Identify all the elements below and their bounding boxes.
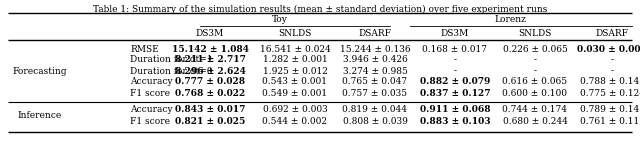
Text: F1 score: F1 score [130, 89, 170, 97]
Text: 15.142 ± 1.084: 15.142 ± 1.084 [172, 45, 248, 53]
Text: 0.549 ± 0.001: 0.549 ± 0.001 [262, 89, 328, 97]
Text: -: - [534, 56, 536, 64]
Text: 0.692 ± 0.003: 0.692 ± 0.003 [262, 105, 328, 114]
Text: 0.616 ± 0.065: 0.616 ± 0.065 [502, 78, 568, 86]
Text: 3.274 ± 0.985: 3.274 ± 0.985 [342, 67, 408, 75]
Text: 0.788 ± 0.143: 0.788 ± 0.143 [580, 78, 640, 86]
Text: DSARF: DSARF [358, 28, 392, 38]
Text: SNLDS: SNLDS [278, 28, 312, 38]
Text: F1 score: F1 score [130, 117, 170, 126]
Text: Duration for dt=0: Duration for dt=0 [130, 67, 212, 75]
Text: 0.819 ± 0.044: 0.819 ± 0.044 [342, 105, 408, 114]
Text: 0.757 ± 0.035: 0.757 ± 0.035 [342, 89, 408, 97]
Text: 0.911 ± 0.068: 0.911 ± 0.068 [420, 105, 490, 114]
Text: 15.244 ± 0.136: 15.244 ± 0.136 [340, 45, 410, 53]
Text: Duration for dt=1: Duration for dt=1 [130, 56, 212, 64]
Text: 0.789 ± 0.146: 0.789 ± 0.146 [579, 105, 640, 114]
Text: 1.925 ± 0.012: 1.925 ± 0.012 [262, 67, 328, 75]
Text: 0.808 ± 0.039: 0.808 ± 0.039 [342, 117, 408, 126]
Text: 0.744 ± 0.174: 0.744 ± 0.174 [502, 105, 568, 114]
Text: DS3M: DS3M [441, 28, 469, 38]
Text: 0.543 ± 0.001: 0.543 ± 0.001 [262, 78, 328, 86]
Text: 8.296 ± 2.624: 8.296 ± 2.624 [175, 67, 245, 75]
Text: 0.777 ± 0.028: 0.777 ± 0.028 [175, 78, 245, 86]
Text: 0.775 ± 0.124: 0.775 ± 0.124 [579, 89, 640, 97]
Text: 0.030 ± 0.000: 0.030 ± 0.000 [577, 45, 640, 53]
Text: Toy: Toy [272, 16, 288, 25]
Text: -: - [534, 67, 536, 75]
Text: Lorenz: Lorenz [494, 16, 526, 25]
Text: 0.600 ± 0.100: 0.600 ± 0.100 [502, 89, 568, 97]
Text: 0.837 ± 0.127: 0.837 ± 0.127 [420, 89, 490, 97]
Text: 0.761 ± 0.113: 0.761 ± 0.113 [580, 117, 640, 126]
Text: Accuracy: Accuracy [130, 105, 173, 114]
Text: Table 1: Summary of the simulation results (mean ± standard deviation) over five: Table 1: Summary of the simulation resul… [93, 5, 547, 14]
Text: 0.768 ± 0.022: 0.768 ± 0.022 [175, 89, 245, 97]
Text: -: - [611, 67, 614, 75]
Text: -: - [454, 67, 456, 75]
Text: RMSE: RMSE [130, 45, 159, 53]
Text: -: - [611, 56, 614, 64]
Text: 3.946 ± 0.426: 3.946 ± 0.426 [342, 56, 408, 64]
Text: Forecasting: Forecasting [13, 67, 67, 75]
Text: Accuracy: Accuracy [130, 78, 173, 86]
Text: SNLDS: SNLDS [518, 28, 552, 38]
Text: 0.765 ± 0.047: 0.765 ± 0.047 [342, 78, 408, 86]
Text: -: - [454, 56, 456, 64]
Text: 0.821 ± 0.025: 0.821 ± 0.025 [175, 117, 245, 126]
Text: 0.680 ± 0.244: 0.680 ± 0.244 [502, 117, 568, 126]
Text: Inference: Inference [18, 111, 62, 120]
Text: 0.843 ± 0.017: 0.843 ± 0.017 [175, 105, 245, 114]
Text: 0.544 ± 0.002: 0.544 ± 0.002 [262, 117, 328, 126]
Text: 8.211 ± 2.717: 8.211 ± 2.717 [175, 56, 245, 64]
Text: 0.883 ± 0.103: 0.883 ± 0.103 [420, 117, 490, 126]
Text: 0.882 ± 0.079: 0.882 ± 0.079 [420, 78, 490, 86]
Text: 0.226 ± 0.065: 0.226 ± 0.065 [502, 45, 568, 53]
Text: 0.168 ± 0.017: 0.168 ± 0.017 [422, 45, 488, 53]
Text: DS3M: DS3M [196, 28, 224, 38]
Text: 1.282 ± 0.001: 1.282 ± 0.001 [262, 56, 328, 64]
Text: DSARF: DSARF [595, 28, 628, 38]
Text: 16.541 ± 0.024: 16.541 ± 0.024 [260, 45, 330, 53]
